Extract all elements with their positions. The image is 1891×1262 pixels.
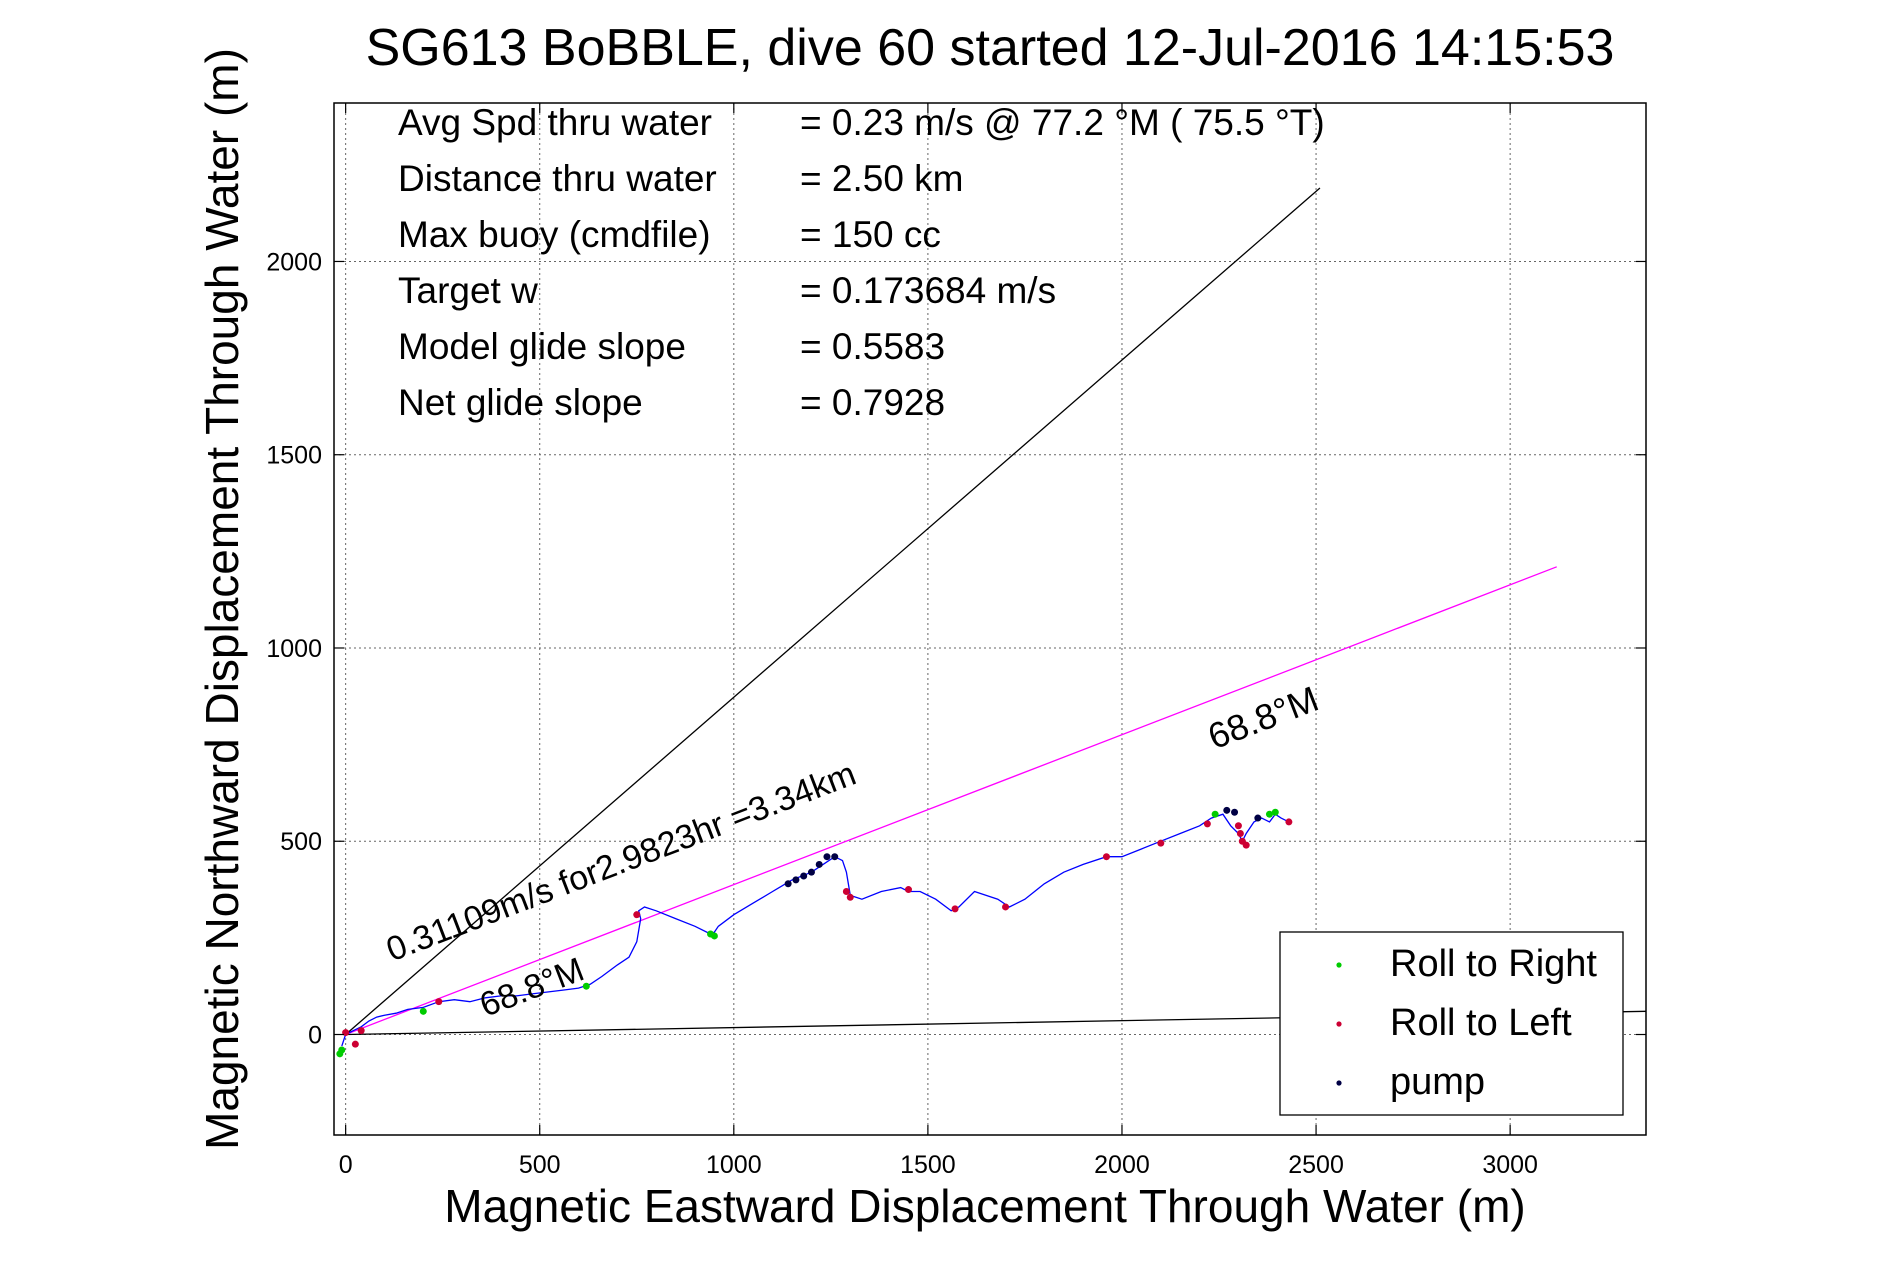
roll-left-point	[1285, 818, 1293, 826]
roll-right-point	[1265, 810, 1273, 818]
x-tick-label: 2500	[1288, 1151, 1344, 1179]
roll-left-point	[1002, 903, 1010, 911]
grid	[334, 103, 1646, 1135]
legend-marker	[1336, 1080, 1342, 1086]
roll-right-point	[338, 1046, 346, 1054]
stat-label: Distance thru water	[398, 158, 717, 199]
annotation-2: 68.8°M	[475, 950, 590, 1024]
legend: Roll to Right Roll to Left pump	[1279, 931, 1624, 1116]
plot-frame	[333, 102, 1647, 1136]
x-tick-label: 1000	[706, 1151, 762, 1179]
x-tick-label: 500	[519, 1151, 561, 1179]
roll-left-point	[351, 1040, 359, 1048]
stat-value: = 0.5583	[800, 326, 945, 367]
roll-left-point	[1157, 839, 1165, 847]
legend-marker	[1336, 1021, 1342, 1027]
roll-left-point	[1242, 841, 1250, 849]
stat-value: = 0.7928	[800, 382, 945, 423]
legend-label: Roll to Left	[1390, 1002, 1572, 1044]
pump-point	[1254, 814, 1262, 822]
x-ticks: 0 500 1000 1500 2000 2500 3000	[339, 103, 1538, 1179]
stat-value: = 0.173684 m/s	[800, 270, 1056, 311]
x-axis-label: Magnetic Eastward Displacement Through W…	[444, 1180, 1525, 1232]
x-tick-label: 0	[339, 1151, 353, 1179]
pump-point	[831, 853, 839, 861]
roll-left-point	[846, 893, 854, 901]
y-tick-label: 1500	[266, 442, 322, 470]
roll-left-point	[1203, 820, 1211, 828]
legend-label: pump	[1390, 1061, 1485, 1103]
roll-left-point	[633, 911, 641, 919]
pump-point	[815, 860, 823, 868]
pump-point	[792, 876, 800, 884]
roll-right-point	[1271, 808, 1279, 816]
chart-title: SG613 BoBBLE, dive 60 started 12-Jul-201…	[366, 19, 1615, 77]
roll-left-point	[435, 998, 443, 1006]
y-tick-label: 2000	[266, 248, 322, 276]
x-tick-label: 2000	[1094, 1151, 1150, 1179]
stat-label: Max buoy (cmdfile)	[398, 214, 711, 255]
stat-label: Target w	[398, 270, 538, 311]
stat-label: Avg Spd thru water	[398, 102, 712, 143]
stat-value: = 150 cc	[800, 214, 941, 255]
y-tick-label: 500	[280, 828, 322, 856]
reference-line	[345, 566, 1557, 1036]
roll-left-point	[1102, 853, 1110, 861]
legend-label: Roll to Right	[1390, 943, 1597, 985]
y-axis-label: Magnetic Northward Displacement Through …	[196, 48, 248, 1150]
pump-point	[800, 872, 808, 880]
roll-right-point	[1211, 810, 1219, 818]
pump-point	[823, 853, 831, 861]
roll-right-point	[419, 1007, 427, 1015]
markers	[336, 806, 1293, 1058]
stat-value: = 0.23 m/s @ 77.2 °M ( 75.5 °T)	[800, 102, 1325, 143]
x-tick-label: 1500	[900, 1151, 956, 1179]
annotation-1: 0.31109m/s for2.9823hr =3.34km	[381, 755, 861, 969]
roll-left-point	[842, 887, 850, 895]
stat-label: Model glide slope	[398, 326, 686, 367]
roll-left-point	[904, 886, 912, 894]
roll-left-point	[951, 905, 959, 913]
stat-label: Net glide slope	[398, 382, 643, 423]
roll-left-point	[1236, 830, 1244, 838]
reference-line	[345, 187, 1321, 1035]
pump-point	[1223, 806, 1231, 814]
stats-block: Avg Spd thru water = 0.23 m/s @ 77.2 °M (…	[398, 102, 1325, 423]
stat-value: = 2.50 km	[800, 158, 964, 199]
roll-right-point	[582, 982, 590, 990]
pump-point	[784, 880, 792, 888]
roll-left-point	[357, 1027, 365, 1035]
y-tick-label: 0	[308, 1022, 322, 1050]
annotations: 68.8°M0.31109m/s for2.9823hr =3.34km68.8…	[381, 678, 1324, 1025]
y-ticks: 0 500 1000 1500 2000	[266, 248, 1646, 1050]
roll-right-point	[710, 932, 718, 940]
roll-left-point	[1234, 822, 1242, 830]
pump-point	[807, 868, 815, 876]
x-tick-label: 3000	[1482, 1151, 1538, 1179]
y-tick-label: 1000	[266, 635, 322, 663]
annotation-0: 68.8°M	[1202, 678, 1324, 757]
pump-point	[1231, 808, 1239, 816]
legend-marker	[1336, 962, 1342, 968]
